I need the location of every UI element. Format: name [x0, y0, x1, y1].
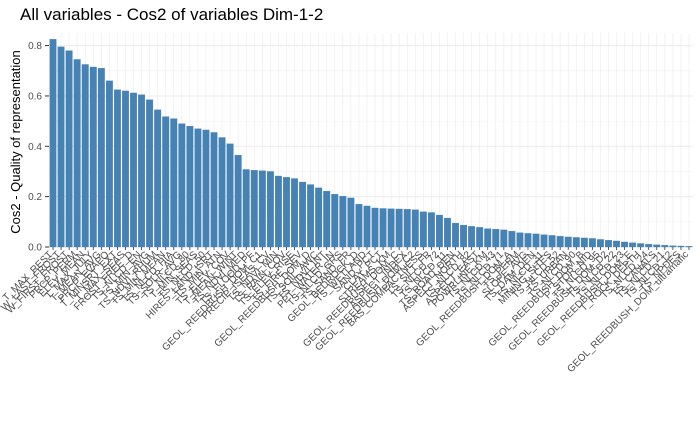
bar [113, 89, 121, 248]
bar [468, 226, 476, 248]
y-tick-label: 0.4 [28, 142, 42, 153]
y-axis-label: Cos2 - Quality of representation [8, 50, 23, 234]
bar [266, 171, 274, 248]
bar [291, 178, 298, 248]
bar [146, 99, 154, 248]
bar [492, 228, 500, 248]
bar [508, 230, 516, 248]
bar [234, 154, 242, 248]
y-tick-label: 0.8 [28, 41, 42, 52]
bar [49, 39, 57, 248]
bar [371, 207, 379, 248]
bar [677, 245, 685, 248]
bar [73, 59, 81, 248]
bar [57, 46, 65, 248]
bar [218, 137, 226, 248]
x-axis-ticks: T_MAX_RESTW_LAST_FROSTW_FIRST_FROSTPRCP_… [0, 247, 691, 375]
bar [645, 244, 653, 248]
bar [178, 123, 186, 248]
bar [452, 222, 459, 248]
bar [476, 227, 484, 248]
bar [588, 238, 596, 248]
bar [202, 129, 210, 248]
bar [339, 195, 347, 248]
bar [596, 239, 604, 248]
bar [621, 241, 629, 248]
bar [669, 245, 677, 248]
bar [323, 190, 331, 248]
bar [629, 242, 637, 248]
chart-title: All variables - Cos2 of variables Dim-1-… [20, 5, 324, 24]
bar [194, 128, 202, 248]
bar [226, 143, 234, 248]
bar [564, 236, 572, 248]
bar [154, 109, 162, 248]
bar [315, 187, 323, 248]
bar [653, 244, 661, 248]
bar [97, 68, 105, 248]
bar [605, 240, 612, 248]
bar [355, 204, 363, 248]
bar [299, 181, 307, 248]
bar [411, 209, 419, 248]
bar [540, 234, 548, 248]
bar [395, 208, 403, 248]
grid-layer [49, 33, 693, 248]
y-tick-label: 0.6 [28, 91, 42, 102]
bar [242, 169, 250, 248]
bar [283, 177, 290, 248]
bar [403, 209, 411, 248]
bar [516, 232, 524, 248]
bar [162, 116, 170, 248]
bar-layer [49, 39, 693, 248]
bar [572, 237, 580, 248]
bar [258, 170, 266, 248]
bar [580, 237, 588, 248]
bar [122, 90, 129, 248]
bar [210, 132, 218, 248]
bar [65, 50, 73, 248]
bar [500, 229, 508, 248]
bar [379, 208, 387, 248]
bar [170, 118, 178, 248]
bar [89, 66, 97, 248]
bar [532, 233, 540, 248]
bar [347, 197, 355, 248]
bar [138, 94, 146, 248]
bar [460, 224, 468, 248]
bar [307, 184, 315, 248]
bar [363, 205, 371, 248]
bar [637, 243, 645, 248]
bar [427, 212, 435, 248]
bar [387, 208, 395, 248]
bar [105, 80, 113, 248]
bar [274, 175, 282, 248]
bar [444, 217, 451, 248]
y-tick-label: 0.2 [28, 192, 42, 203]
bar [613, 240, 620, 248]
y-axis-ticks: 0.0 0.2 0.4 0.6 0.8 [28, 41, 49, 254]
bar [419, 211, 427, 248]
bar [484, 228, 492, 248]
bar [130, 92, 137, 248]
bar [186, 126, 194, 248]
bar [331, 193, 339, 248]
bar [548, 235, 556, 248]
bar [524, 233, 532, 248]
bar [661, 245, 669, 248]
bar [685, 246, 693, 248]
y-tick-label: 0.0 [28, 243, 42, 254]
bar [250, 170, 258, 248]
bar [435, 214, 443, 248]
bar [81, 64, 89, 248]
bar [556, 236, 564, 248]
